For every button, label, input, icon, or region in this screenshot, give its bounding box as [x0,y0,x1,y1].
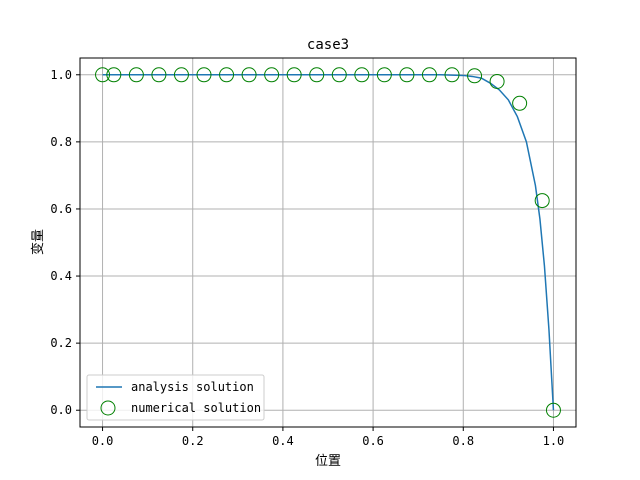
data-point-numerical [173,67,189,83]
data-point-numerical [421,67,437,83]
legend-label-numerical: numerical solution [131,401,261,415]
legend-label-analysis: analysis solution [131,380,254,394]
data-point-numerical [106,67,122,83]
data-point-numerical [128,67,144,83]
x-tick-label: 0.0 [92,434,114,448]
y-tick-label: 1.0 [50,68,72,82]
y-tick-label: 0.6 [50,202,72,216]
data-point-numerical [331,67,347,83]
data-point-numerical [309,67,325,83]
x-tick-label: 0.2 [182,434,204,448]
x-tick-label: 0.4 [272,434,294,448]
y-tick-label: 0.2 [50,336,72,350]
data-point-numerical [444,67,460,83]
y-axis-label: 变量 [30,229,46,255]
series-line-analysis [102,74,555,411]
y-tick-label: 0.0 [50,403,72,417]
axes-frame [79,57,577,428]
data-point-numerical [95,67,111,83]
data-point-numerical [151,67,167,83]
data-point-numerical [219,67,235,83]
ticks: 0.0 0.2 0.4 0.6 0.8 1.0 0.0 0.2 0.4 0.6 0.8 1.0 [50,68,564,448]
legend-marker-swatch [100,400,116,416]
data-point-numerical [489,73,505,89]
data-point-numerical [512,95,528,111]
data-point-numerical [376,67,392,83]
data-point-numerical [354,67,370,83]
data-point-numerical [196,67,212,83]
data-point-numerical [264,67,280,83]
grid [80,58,576,427]
x-tick-label: 0.8 [452,434,474,448]
x-axis-label: 位置 [315,454,341,469]
y-tick-label: 0.8 [50,135,72,149]
chart-title: case3 [307,37,349,53]
data-point-numerical [399,67,415,83]
data-point-numerical [545,402,561,418]
data-point-numerical [534,193,550,209]
y-tick-label: 0.4 [50,269,72,283]
legend: analysis solution numerical solution [86,374,265,421]
legend-box [86,374,265,421]
x-tick-label: 1.0 [543,434,565,448]
x-tick-label: 0.6 [362,434,384,448]
data-point-numerical [241,67,257,83]
data-point-numerical [467,68,483,84]
data-point-numerical [286,67,302,83]
plot-area [95,67,561,418]
